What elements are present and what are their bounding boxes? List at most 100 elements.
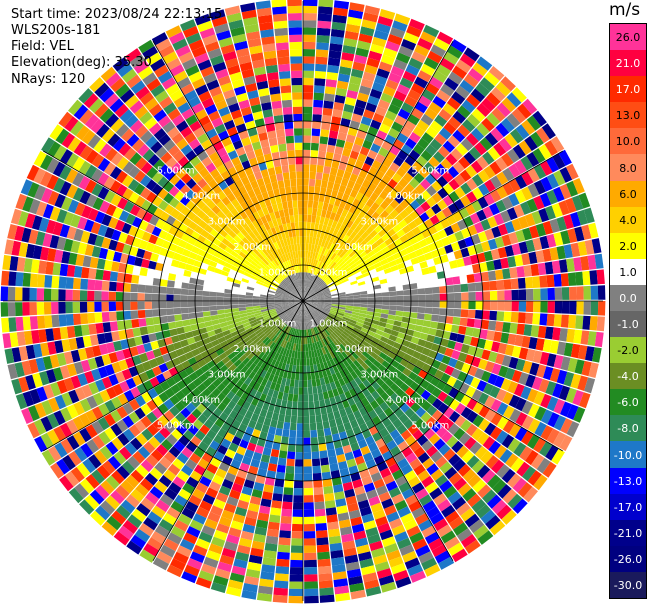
radar-gate [288, 349, 293, 358]
radar-gate [145, 350, 156, 361]
radar-gate [304, 308, 306, 316]
radar-gate [293, 495, 303, 503]
radar-gate [280, 314, 287, 321]
radar-gate [452, 211, 463, 222]
radar-gate [30, 259, 40, 274]
radar-gate [239, 313, 248, 318]
radar-gate [552, 327, 561, 341]
radar-gate [225, 57, 239, 69]
radar-gate [426, 506, 441, 519]
radar-gate [546, 313, 555, 327]
radar-gate [482, 489, 497, 504]
radar-gate [89, 77, 105, 93]
radar-gate [374, 405, 384, 416]
radar-gate [351, 252, 359, 260]
radar-gate [308, 291, 315, 297]
radar-gate [435, 426, 448, 438]
radar-gate [450, 39, 467, 53]
radar-gate [224, 348, 234, 356]
radar-gate [570, 242, 581, 258]
radar-gate [374, 368, 384, 377]
radar-gate [285, 309, 292, 315]
radar-gate [328, 535, 342, 545]
radar-gate [303, 452, 312, 460]
radar-gate [421, 347, 431, 357]
radar-gate [144, 293, 152, 301]
radar-gate [111, 470, 125, 485]
radar-gate [289, 296, 297, 300]
radar-gate [303, 200, 308, 208]
radar-gate [386, 228, 396, 238]
radar-gate [209, 481, 221, 492]
radar-gate [116, 311, 124, 321]
radar-gate [476, 252, 486, 263]
radar-gate [155, 262, 164, 272]
radar-gate [250, 547, 264, 557]
radar-gate [241, 248, 250, 256]
radar-gate [234, 321, 243, 327]
radar-gate [153, 270, 162, 279]
radar-gate [504, 290, 512, 301]
radar-gate [273, 114, 284, 124]
radar-gate [544, 261, 554, 275]
radar-gate [583, 207, 595, 224]
radar-gate [72, 172, 85, 187]
radar-gate [268, 288, 277, 293]
radar-gate [282, 106, 293, 115]
radar-gate [238, 407, 248, 417]
radar-gate [426, 445, 438, 458]
radar-gate [343, 245, 351, 253]
radar-gate [486, 260, 495, 271]
radar-gate [270, 358, 277, 367]
radar-gate [321, 286, 329, 292]
radar-gate [173, 288, 182, 295]
radar-gate [74, 387, 86, 401]
radar-gate [291, 282, 296, 289]
radar-gate [298, 279, 301, 287]
radar-gate [381, 246, 391, 254]
radar-gate [191, 183, 202, 195]
radar-gate [322, 202, 329, 211]
radar-gate [312, 106, 323, 115]
radar-gate [274, 303, 282, 306]
radar-gate [569, 286, 577, 300]
radar-gate [150, 84, 165, 98]
radar-gate [11, 347, 22, 363]
radar-gate [340, 332, 348, 340]
radar-gate [314, 508, 326, 517]
radar-gate [166, 301, 174, 309]
radar-gate [303, 487, 314, 496]
radar-gate [240, 201, 249, 211]
radar-gate [317, 279, 324, 286]
radar-gate [329, 350, 336, 359]
radar-gate [502, 391, 514, 405]
radar-gate [460, 508, 476, 522]
radar-gate [399, 358, 409, 368]
radar-gate [288, 302, 296, 304]
radar-gate [329, 243, 336, 251]
radar-gate [288, 301, 296, 303]
radar-gate [123, 200, 135, 213]
radar-gate [256, 234, 264, 243]
radar-gate [161, 240, 172, 250]
radar-gate [353, 359, 361, 368]
radar-gate [331, 304, 339, 307]
radar-gate [420, 149, 433, 162]
radar-gate [389, 145, 401, 156]
radar-gate [192, 215, 202, 225]
radar-gate [515, 412, 528, 427]
radar-gate [240, 2, 256, 13]
radar-gate [411, 226, 422, 236]
radar-gate [538, 144, 552, 160]
radar-gate [299, 315, 302, 323]
radar-gate [359, 506, 372, 517]
radar-gate [263, 417, 272, 427]
radar-gate [173, 70, 188, 83]
radar-gate [218, 242, 227, 250]
radar-gate [265, 535, 279, 545]
radar-gate [466, 191, 478, 204]
radar-gate [313, 480, 323, 488]
radar-gate [259, 461, 269, 470]
radar-gate [230, 344, 239, 352]
radar-gate [439, 57, 455, 71]
